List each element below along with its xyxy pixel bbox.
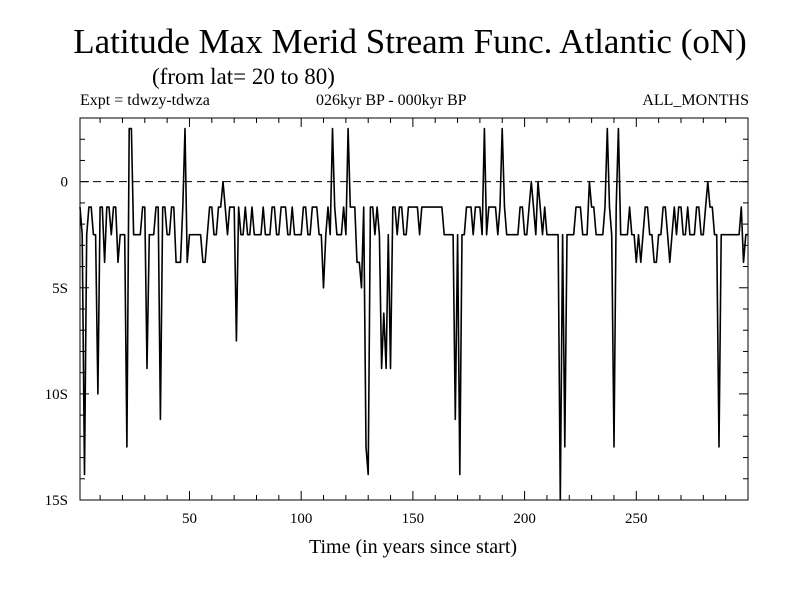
y-tick-label: 10S bbox=[45, 387, 68, 403]
months-label: ALL_MONTHS bbox=[642, 92, 749, 109]
period-label: 026kyr BP - 000kyr BP bbox=[316, 92, 467, 109]
x-axis-label: Time (in years since start) bbox=[309, 536, 517, 558]
data-series-line bbox=[79, 127, 748, 501]
x-tick-label: 150 bbox=[402, 511, 425, 527]
x-tick-label: 50 bbox=[182, 511, 197, 527]
y-tick-label: 0 bbox=[61, 175, 69, 191]
y-tick-label: 15S bbox=[45, 493, 68, 509]
chart-title: Latitude Max Merid Stream Func. Atlantic… bbox=[73, 22, 747, 61]
experiment-label: Expt = tdwzy-tdwza bbox=[80, 92, 210, 109]
x-tick-label: 100 bbox=[290, 511, 313, 527]
y-tick-label: 5S bbox=[52, 281, 68, 297]
axes: 50 100 150 200 250 0 5S 10S 15S bbox=[45, 117, 749, 527]
x-tick-label: 250 bbox=[625, 511, 648, 527]
chart-subtitle: (from lat= 20 to 80) bbox=[152, 64, 335, 89]
plot-area bbox=[79, 127, 748, 501]
plot-frame bbox=[79, 117, 749, 501]
x-tick-label: 200 bbox=[513, 511, 536, 527]
